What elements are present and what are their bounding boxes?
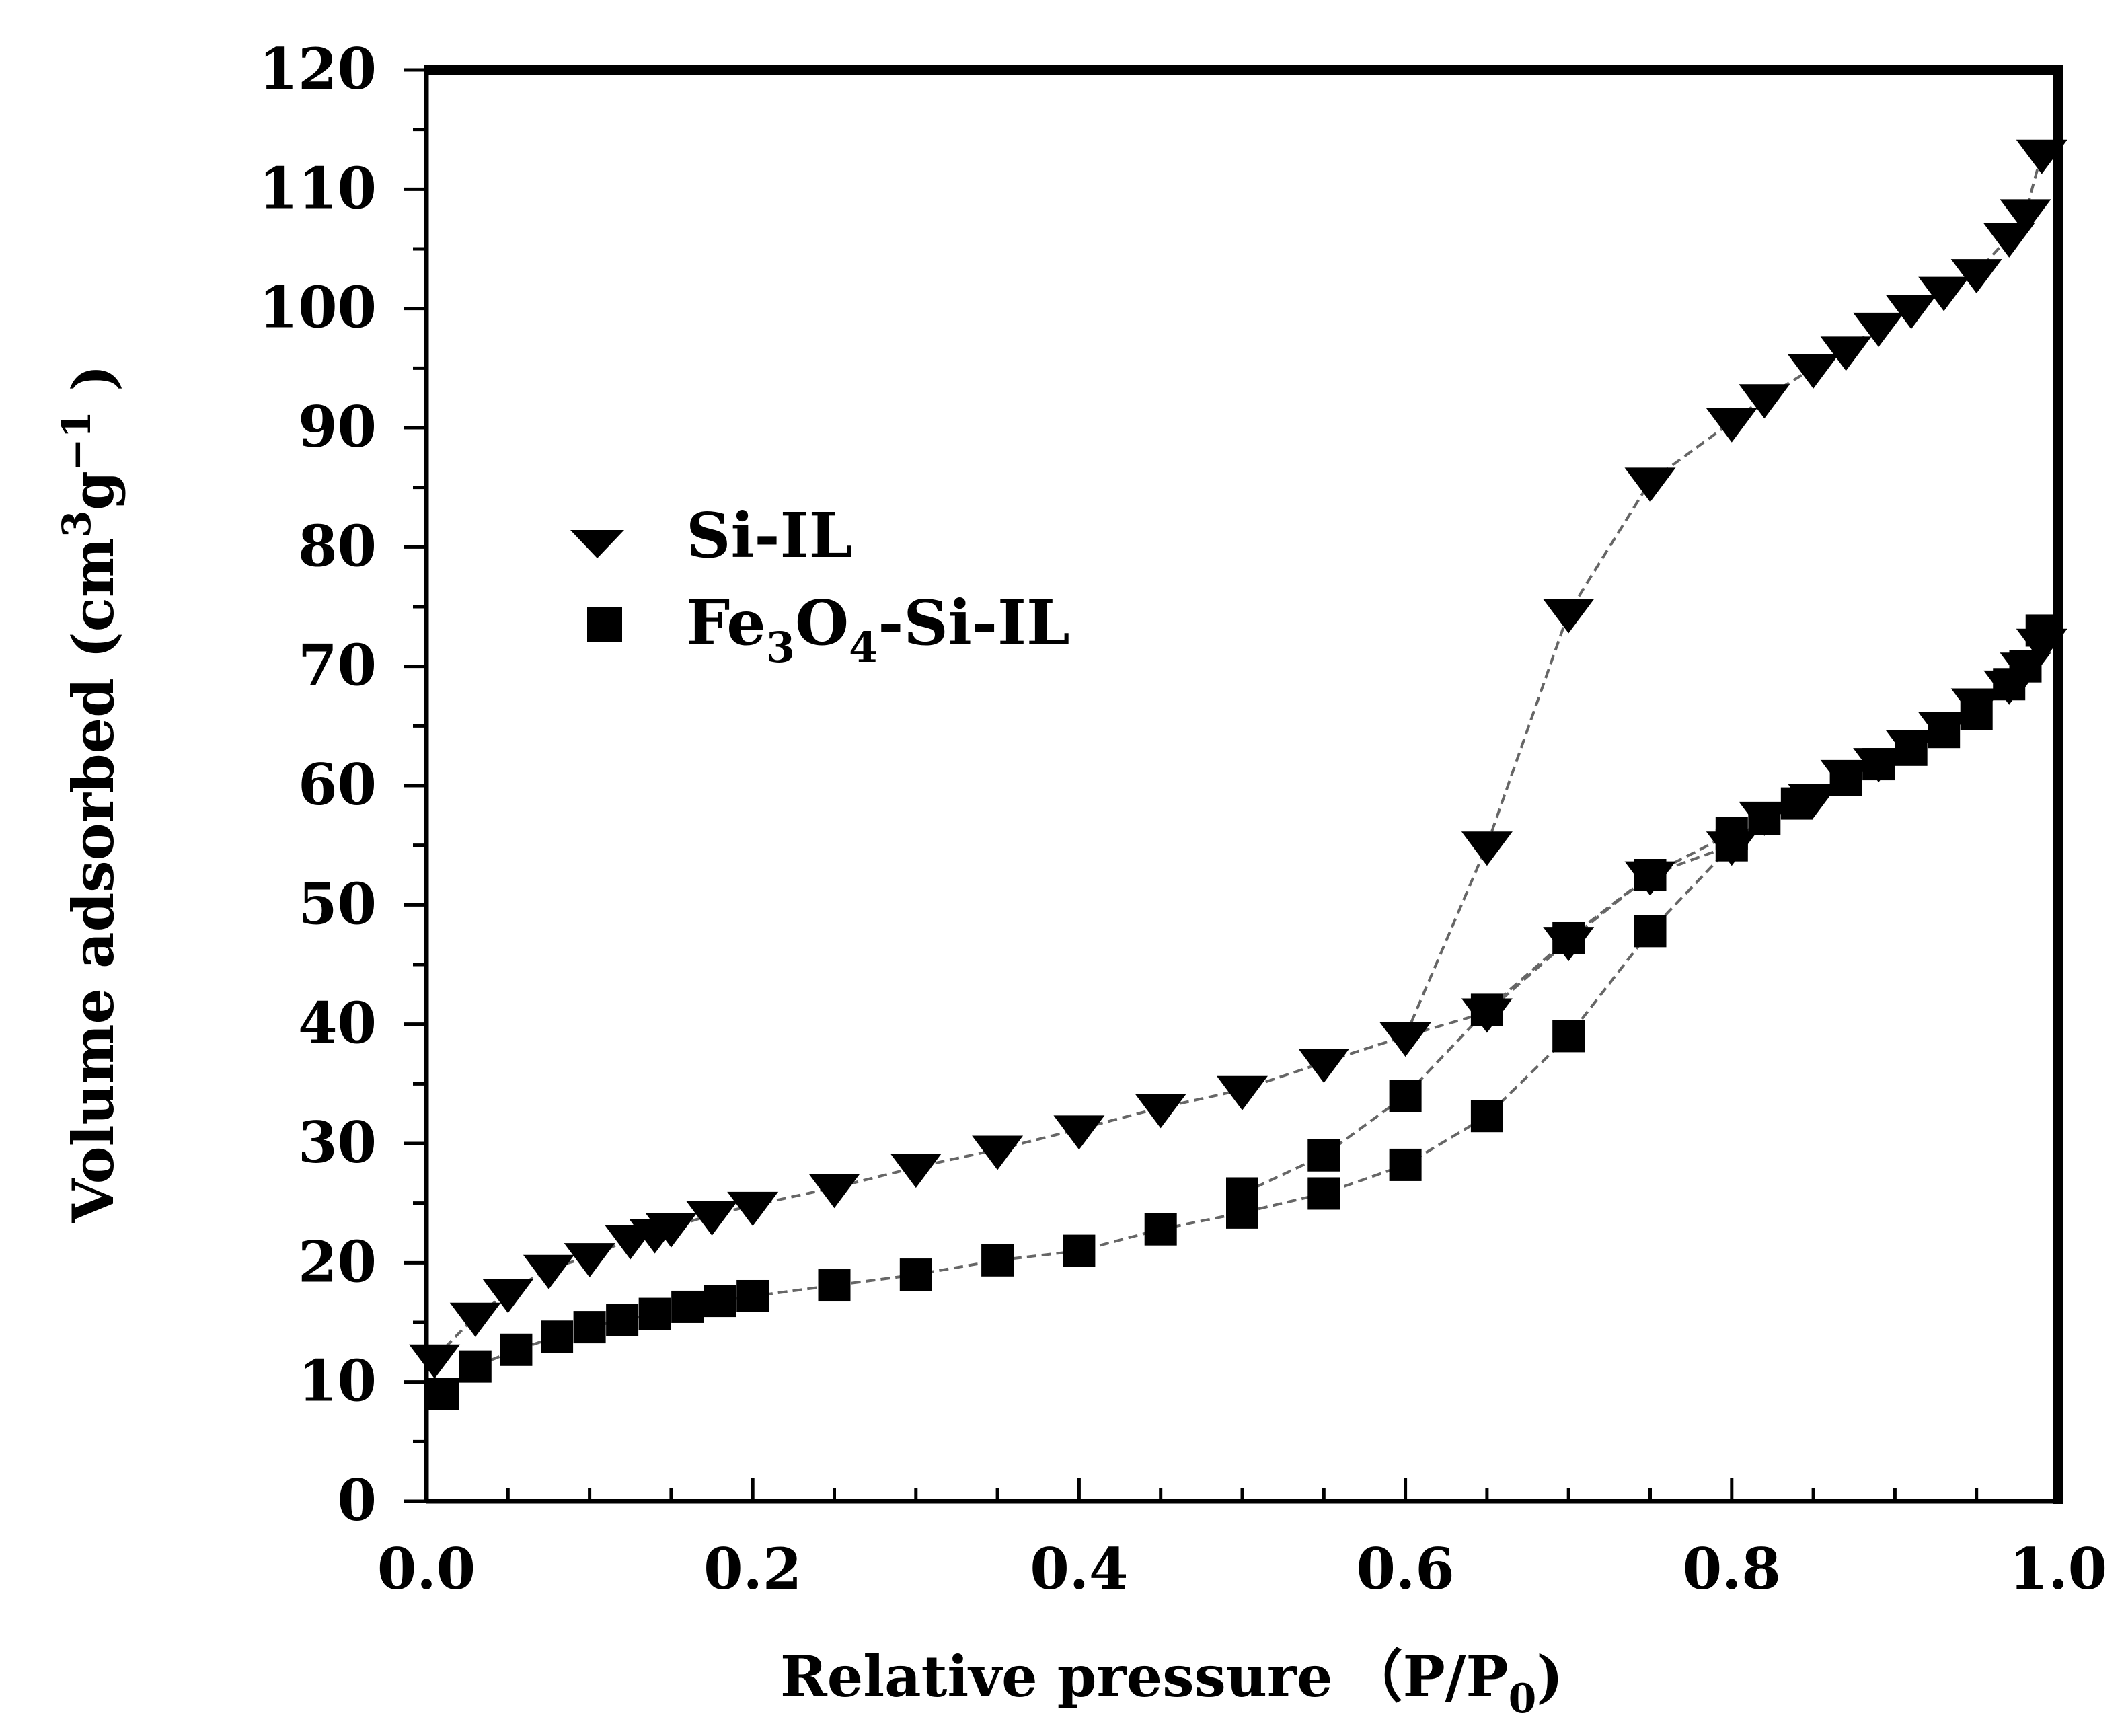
fe3o4-si-il-adsorption-point — [1928, 716, 1961, 749]
fe3o4-si-il-adsorption-point — [1829, 763, 1862, 796]
si-il-desorption-point — [1624, 467, 1676, 502]
si-il-desorption-point — [1853, 312, 1905, 347]
y-tick-label: 20 — [298, 1228, 377, 1295]
legend-label-fe3o4-si-il: Fe3O4-Si-IL — [686, 587, 1070, 672]
y-tick-label: 110 — [259, 155, 377, 221]
si-il-desorption-point — [2000, 199, 2051, 234]
si-il-adsorption-point — [890, 1154, 942, 1188]
si-il-adsorption-point — [1298, 1049, 1350, 1084]
x-axis-title: Relative pressure （P/P0) — [780, 1643, 1563, 1723]
fe3o4-si-il-adsorption-point — [541, 1320, 574, 1353]
fe3o4-si-il-desorption-point — [1226, 1177, 1258, 1210]
fe3o4-si-il-adsorption-point — [1470, 1100, 1503, 1133]
si-il-adsorption-point — [1217, 1075, 1268, 1110]
si-il-desorption-point — [1461, 831, 1513, 866]
fe3o4-si-il-adsorption-point — [704, 1285, 736, 1318]
si-il-desorption-point — [1918, 276, 1970, 311]
y-tick-label: 0 — [338, 1467, 377, 1534]
fe3o4-si-il-adsorption-point — [1895, 733, 1928, 766]
y-tick-label: 50 — [298, 870, 377, 937]
si-il-adsorption-point — [1053, 1115, 1105, 1150]
y-tick-label: 30 — [298, 1109, 377, 1176]
fe3o4-si-il-desorption-point — [1470, 993, 1503, 1026]
si-il-desorption-point — [1885, 295, 1937, 330]
fe3o4-si-il-adsorption-point — [981, 1244, 1014, 1277]
fe3o4-si-il-adsorption-point — [1552, 1020, 1585, 1053]
y-axis-title: Volume adsorbed (cm3g−1 ) — [54, 365, 126, 1223]
legend-marker-si-il — [570, 530, 624, 558]
si-il-desorption-point — [1820, 336, 1872, 371]
x-tick-label: 0.8 — [1683, 1536, 1781, 1602]
si-il-adsorption-point — [727, 1191, 779, 1226]
fe3o4-si-il-adsorption-point — [606, 1304, 639, 1336]
si-il-adsorption-point — [449, 1302, 501, 1337]
fe3o4-si-il-adsorption-point — [818, 1269, 851, 1302]
si-il-adsorption-point — [808, 1174, 860, 1209]
y-tick-label: 10 — [298, 1348, 377, 1414]
x-tick-label: 0.4 — [1030, 1536, 1128, 1602]
si-il-adsorption-point — [645, 1213, 697, 1248]
si-il-adsorption-point — [409, 1344, 461, 1379]
fe3o4-si-il-adsorption-line — [442, 630, 2043, 1395]
fe3o4-si-il-adsorption-point — [1748, 802, 1781, 835]
si-il-adsorption-point — [1135, 1094, 1186, 1129]
y-tick-labels: 0 10 20 30 40 50 60 70 80 90 100 110 120 — [259, 36, 377, 1534]
y-tick-label: 120 — [259, 36, 377, 102]
y-tick-label: 90 — [298, 393, 377, 460]
fe3o4-si-il-adsorption-point — [1780, 787, 1813, 820]
fe3o4-si-il-desorption-point — [1715, 817, 1748, 850]
fe3o4-si-il-adsorption-point — [1862, 748, 1895, 781]
fe3o4-si-il-adsorption-point — [1144, 1213, 1177, 1246]
x-tick-label: 0.2 — [704, 1536, 802, 1602]
fe3o4-si-il-desorption-point — [1389, 1080, 1422, 1112]
x-tick-label: 0.0 — [377, 1536, 476, 1602]
fe3o4-si-il-adsorption-point — [426, 1378, 459, 1410]
si-il-desorption-point — [1983, 223, 2035, 258]
fe3o4-si-il-desorption-point — [1634, 859, 1667, 891]
fe3o4-si-il-desorption-point — [1307, 1139, 1340, 1172]
si-il-desorption-point — [2016, 139, 2067, 174]
fe3o4-si-il-adsorption-point — [2009, 650, 2042, 683]
si-il-desorption-point — [1379, 1022, 1431, 1057]
si-il-desorption-point — [1739, 384, 1790, 419]
fe3o4-si-il-adsorption-point — [1307, 1177, 1340, 1210]
si-il-desorption-point — [1543, 599, 1595, 634]
si-il-adsorption-point — [686, 1201, 738, 1236]
fe3o4-si-il-adsorption-point — [459, 1350, 492, 1383]
axis-ticks — [404, 68, 2060, 1503]
si-il-adsorption-point — [482, 1279, 534, 1314]
fe3o4-si-il-adsorption-point — [736, 1279, 769, 1312]
si-il-desorption-point — [1788, 354, 1839, 389]
legend-marker-fe3o4-si-il — [587, 607, 622, 642]
fe3o4-si-il-desorption-point — [1552, 921, 1585, 954]
fe3o4-si-il-adsorption-point — [1960, 697, 1993, 730]
si-il-adsorption-point — [523, 1254, 574, 1289]
x-tick-label: 0.6 — [1357, 1536, 1455, 1602]
legend: Si-IL Fe3O4-Si-IL — [570, 499, 1070, 672]
fe3o4-si-il-adsorption-point — [671, 1290, 704, 1323]
y-tick-label: 70 — [298, 632, 377, 699]
y-tick-label: 100 — [259, 274, 377, 341]
y-tick-label: 60 — [298, 751, 377, 818]
fe3o4-si-il-adsorption-point — [500, 1333, 533, 1366]
x-tick-labels: 0.0 0.2 0.4 0.6 0.8 1.0 — [377, 1536, 2107, 1602]
y-tick-label: 40 — [298, 990, 377, 1057]
si-il-desorption-point — [1950, 259, 2002, 294]
y-tick-label: 80 — [298, 513, 377, 579]
fe3o4-si-il-adsorption-point — [2025, 614, 2058, 647]
si-il-adsorption-point — [564, 1243, 615, 1278]
series-markers — [409, 139, 2067, 1410]
fe3o4-si-il-adsorption-point — [1389, 1148, 1422, 1181]
fe3o4-si-il-adsorption-point — [1063, 1234, 1096, 1267]
fe3o4-si-il-adsorption-point — [573, 1311, 606, 1344]
si-il-desorption-point — [1706, 408, 1757, 443]
fe3o4-si-il-adsorption-point — [1634, 915, 1667, 948]
fe3o4-si-il-adsorption-point — [899, 1258, 932, 1291]
fe3o4-si-il-adsorption-point — [638, 1297, 671, 1330]
si-il-adsorption-point — [972, 1135, 1024, 1170]
si-il-adsorption-line — [433, 642, 2043, 1359]
legend-label-si-il: Si-IL — [686, 499, 852, 572]
x-tick-label: 1.0 — [2009, 1536, 2107, 1602]
